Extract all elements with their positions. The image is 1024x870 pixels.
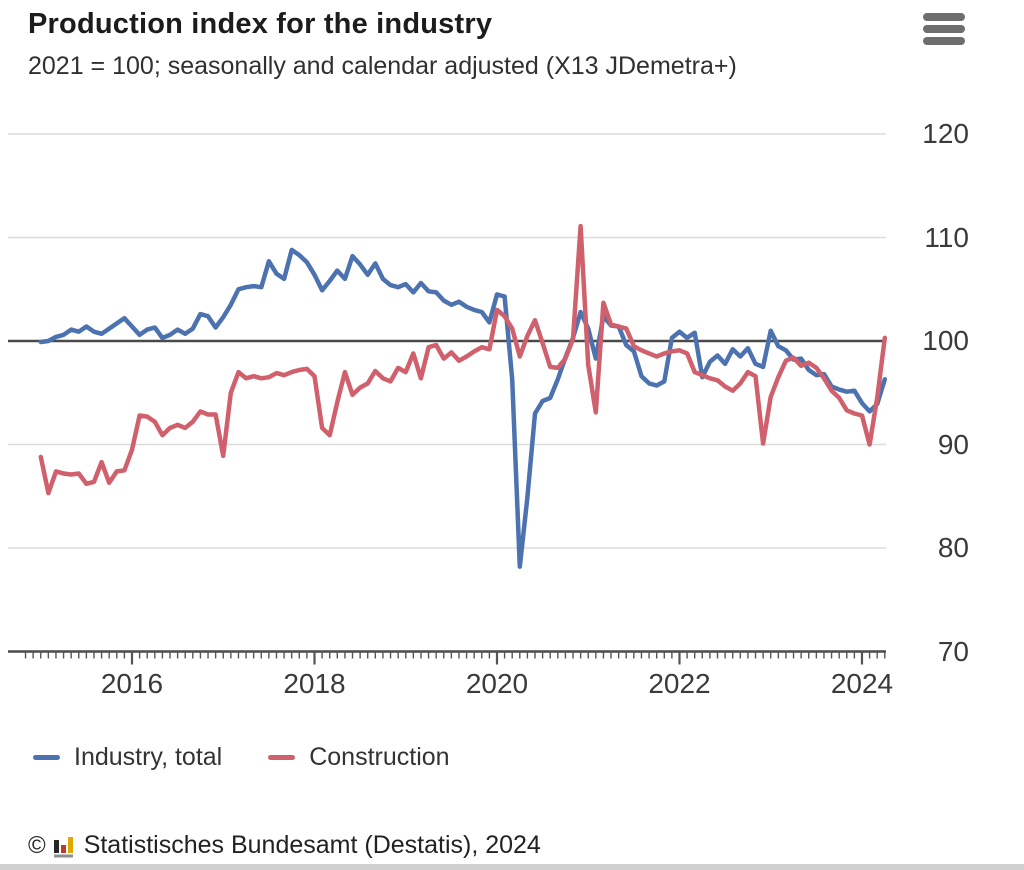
- y-axis-tick-label: 90: [937, 428, 969, 460]
- gridlines: [8, 133, 886, 549]
- menu-bar: [923, 37, 965, 45]
- menu-bar: [923, 25, 965, 33]
- y-axis-tick-label: 70: [937, 635, 969, 667]
- copyright-symbol: ©: [28, 831, 46, 859]
- destatis-logo-icon: [53, 836, 73, 857]
- source-note: © Statistisches Bundesamt (Destatis), 20…: [28, 831, 541, 860]
- page-bottom-edge: [0, 864, 1024, 870]
- series-lines: [38, 223, 888, 569]
- x-axis-tick-label: 2016: [100, 668, 164, 699]
- y-axis-tick-label: 120: [922, 118, 969, 149]
- legend-item-construction[interactable]: Construction: [268, 743, 450, 772]
- menu-bar: [923, 13, 965, 21]
- chart-subtitle: 2021 = 100; seasonally and calendar adju…: [28, 52, 737, 80]
- chart-legend: Industry, total Construction: [33, 743, 450, 772]
- industry-line-swatch: [33, 755, 60, 760]
- x-axis-tick-label: 2022: [648, 668, 711, 699]
- line-chart[interactable]: [0, 0, 1024, 730]
- y-axis-tick-label: 110: [924, 221, 969, 253]
- hamburger-menu-icon[interactable]: [923, 12, 969, 52]
- y-axis-tick-label: 100: [922, 325, 969, 356]
- industry-line: [38, 247, 888, 569]
- legend-item-industry[interactable]: Industry, total: [33, 743, 222, 772]
- y-axis-tick-label: 80: [937, 532, 969, 563]
- x-axis-tick-label: 2018: [283, 668, 346, 699]
- page-title: Production index for the industry: [28, 8, 493, 40]
- x-axis: [8, 650, 886, 665]
- source-text: Statistisches Bundesamt (Destatis), 2024: [83, 831, 541, 859]
- construction-line: [38, 223, 888, 496]
- legend-label: Industry, total: [74, 743, 223, 771]
- construction-line-swatch: [268, 755, 296, 760]
- x-axis-tick-label: 2024: [830, 668, 894, 699]
- legend-label: Construction: [309, 743, 450, 771]
- x-axis-tick-label: 2020: [465, 668, 529, 699]
